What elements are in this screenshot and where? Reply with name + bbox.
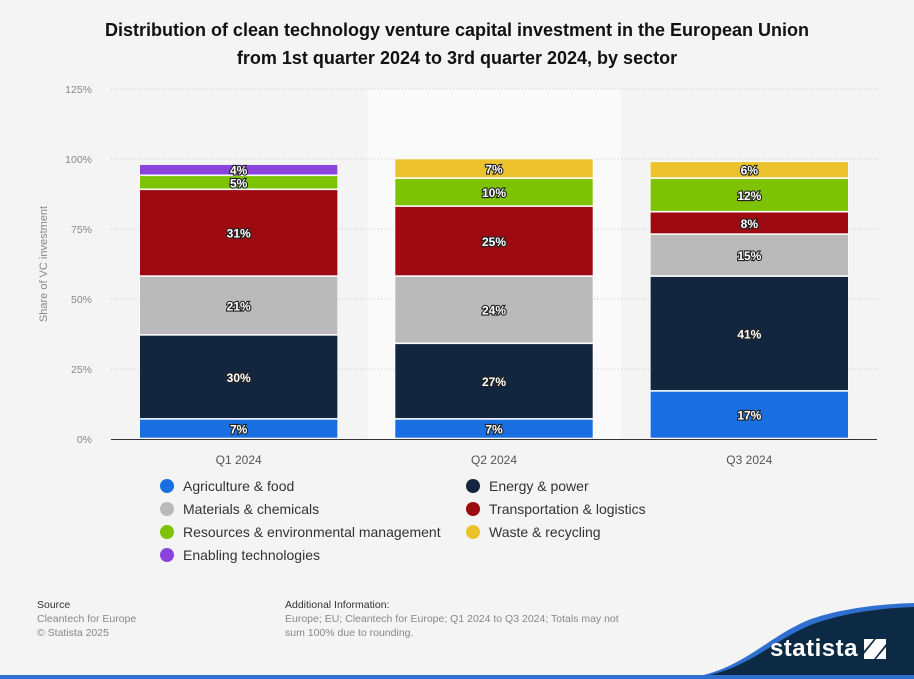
- legend-item-materials-chemicals[interactable]: Materials & chemicals: [160, 501, 319, 517]
- title-line-1: Distribution of clean technology venture…: [104, 20, 810, 40]
- legend-item-enabling-technologies[interactable]: Enabling technologies: [160, 547, 320, 563]
- x-tick-label: Q2 2024: [471, 453, 517, 467]
- bar-segment: [139, 189, 338, 276]
- data-label: 5%: [230, 176, 248, 190]
- bar-segment: [139, 164, 338, 176]
- bar-segment: [394, 158, 594, 178]
- bar-segment: [394, 178, 594, 206]
- data-label: 30%: [227, 371, 251, 385]
- legend-label: Energy & power: [489, 478, 589, 494]
- legend-label: Materials & chemicals: [183, 501, 320, 517]
- legend-marker: [466, 502, 480, 516]
- bar-segment: [650, 276, 849, 391]
- legend-marker: [160, 479, 174, 493]
- legend-item-resources-environmental[interactable]: Resources & environmental management: [160, 524, 441, 540]
- x-tick-label: Q1 2024: [216, 453, 262, 467]
- source-heading: Source: [37, 599, 71, 611]
- info-heading: Additional Information:: [285, 599, 390, 611]
- legend-marker: [466, 479, 480, 493]
- data-label: 21%: [227, 300, 251, 314]
- y-tick-label: 0%: [77, 434, 92, 446]
- statista-brand[interactable]: statista: [674, 589, 914, 679]
- bar-segment: [394, 206, 594, 276]
- bar-segment: [394, 419, 594, 439]
- bar-segment: [139, 419, 338, 439]
- bar-segment: [650, 391, 849, 439]
- legend-marker: [466, 525, 480, 539]
- legend-marker: [160, 525, 174, 539]
- y-tick-label: 125%: [65, 84, 92, 96]
- y-tick-label: 100%: [65, 154, 92, 166]
- data-label: 8%: [741, 217, 759, 231]
- data-label: 7%: [230, 423, 248, 437]
- data-label: 27%: [482, 375, 506, 389]
- legend-label: Transportation & logistics: [489, 501, 646, 517]
- bar-segment: [650, 211, 849, 234]
- bar-segment: [394, 343, 594, 419]
- data-label: 17%: [737, 409, 761, 423]
- bar-segment: [139, 175, 338, 190]
- source-name[interactable]: Cleantech for Europe: [37, 613, 137, 625]
- brand-name: statista: [769, 635, 858, 662]
- y-tick-label: 50%: [71, 294, 92, 306]
- bar-segment: [650, 234, 849, 276]
- data-label: 24%: [482, 304, 506, 318]
- data-label: 15%: [737, 249, 761, 263]
- legend-label: Enabling technologies: [183, 547, 320, 563]
- stacked-bar-chart: 0% 25% 50% 75% 100% 125% Share of VC investmen…: [38, 84, 877, 467]
- bar-segment: [650, 178, 849, 212]
- legend-item-transportation-logistics[interactable]: Transportation & logistics: [466, 501, 646, 517]
- bar-segment: [139, 276, 338, 335]
- bar-segment: [650, 161, 849, 178]
- data-label: 7%: [485, 423, 503, 437]
- legend-item-energy-power[interactable]: Energy & power: [466, 478, 589, 494]
- info-line-2: sum 100% due to rounding.: [285, 627, 414, 639]
- data-label: 10%: [482, 186, 506, 200]
- bar-segment: [394, 276, 594, 344]
- info-line-1: Europe; EU; Cleantech for Europe; Q1 202…: [285, 613, 619, 625]
- legend-label: Waste & recycling: [489, 524, 601, 540]
- data-label: 12%: [737, 189, 761, 203]
- bottom-accent-line: [0, 675, 914, 679]
- legend-marker: [160, 548, 174, 562]
- y-tick-label: 75%: [71, 224, 92, 236]
- title-line-2: from 1st quarter 2024 to 3rd quarter 202…: [236, 48, 678, 68]
- statista-logo-icon: [864, 639, 886, 659]
- legend-item-waste-recycling[interactable]: Waste & recycling: [466, 524, 601, 540]
- data-label: 7%: [485, 162, 503, 176]
- footer-source: Source Cleantech for Europe © Statista 2…: [37, 598, 136, 640]
- data-label: 25%: [482, 235, 506, 249]
- legend-item-agriculture-food[interactable]: Agriculture & food: [160, 478, 294, 494]
- legend-label: Agriculture & food: [183, 478, 295, 494]
- data-label: 41%: [737, 328, 761, 342]
- data-label: 31%: [227, 227, 251, 241]
- data-label: 6%: [741, 164, 759, 178]
- y-tick-label: 25%: [71, 364, 92, 376]
- x-tick-label: Q3 2024: [726, 453, 772, 467]
- chart-title: Distribution of clean technology venture…: [0, 16, 914, 72]
- data-label: 4%: [230, 164, 248, 178]
- brand-swoosh: [674, 603, 914, 679]
- copyright: © Statista 2025: [37, 627, 109, 639]
- legend-label: Resources & environmental management: [183, 524, 441, 540]
- bar-segment: [139, 335, 338, 419]
- y-axis-title: Share of VC investment: [38, 206, 50, 322]
- legend-marker: [160, 502, 174, 516]
- footer-additional-info: Additional Information: Europe; EU; Clea…: [285, 598, 619, 640]
